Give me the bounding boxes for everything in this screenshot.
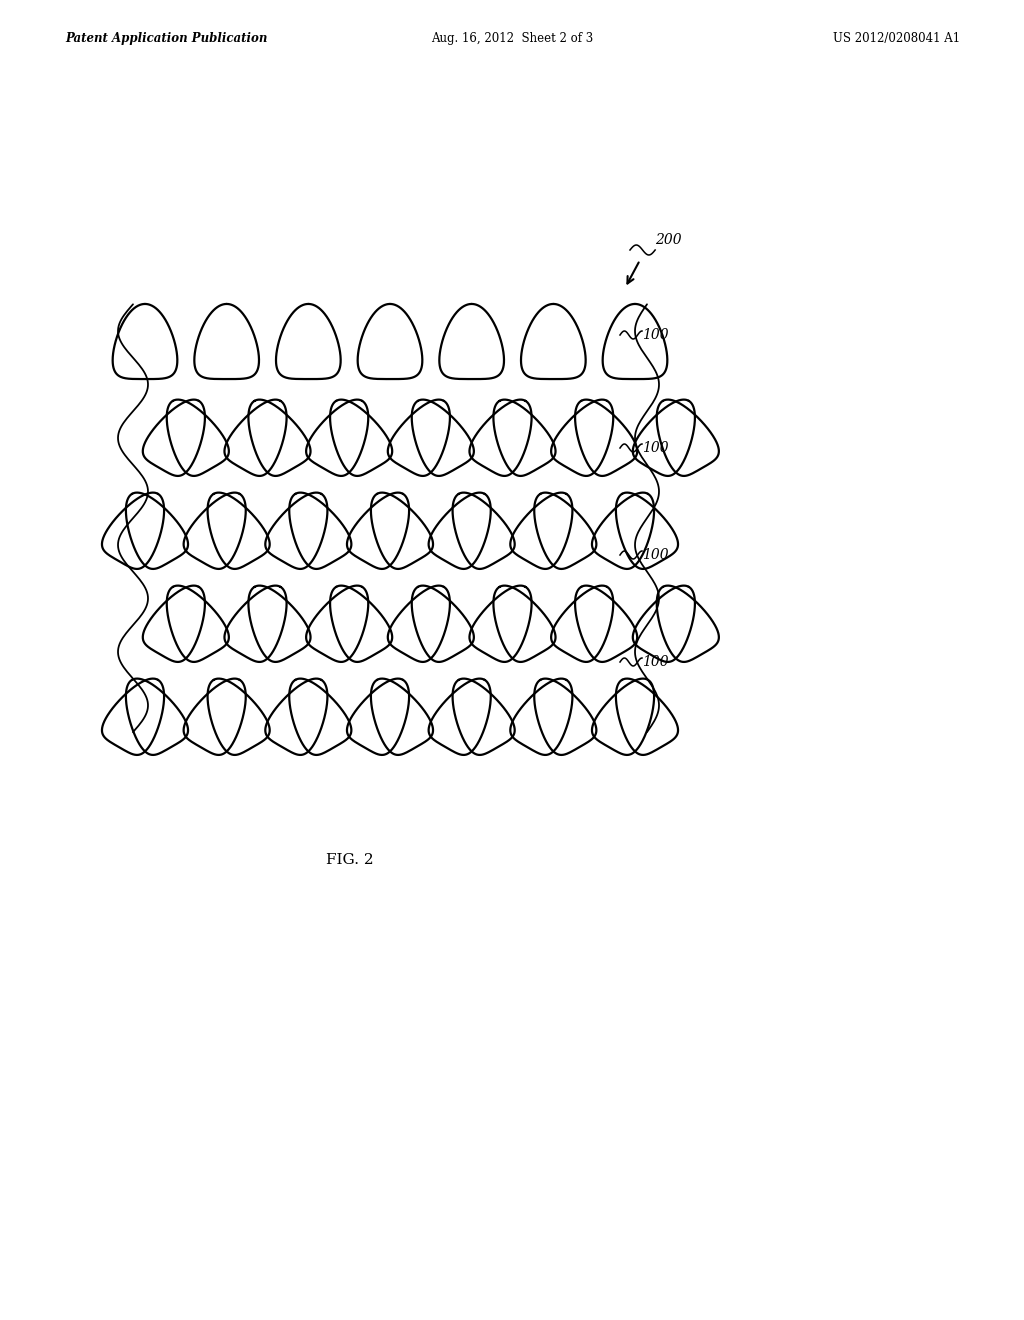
Text: Patent Application Publication: Patent Application Publication bbox=[65, 32, 267, 45]
Text: 100: 100 bbox=[642, 655, 669, 669]
Text: FIG. 2: FIG. 2 bbox=[327, 853, 374, 867]
Text: Aug. 16, 2012  Sheet 2 of 3: Aug. 16, 2012 Sheet 2 of 3 bbox=[431, 32, 593, 45]
Text: 200: 200 bbox=[655, 234, 682, 247]
Text: 100: 100 bbox=[642, 441, 669, 455]
Text: US 2012/0208041 A1: US 2012/0208041 A1 bbox=[833, 32, 961, 45]
Text: 100: 100 bbox=[642, 548, 669, 562]
Text: 100: 100 bbox=[642, 327, 669, 342]
